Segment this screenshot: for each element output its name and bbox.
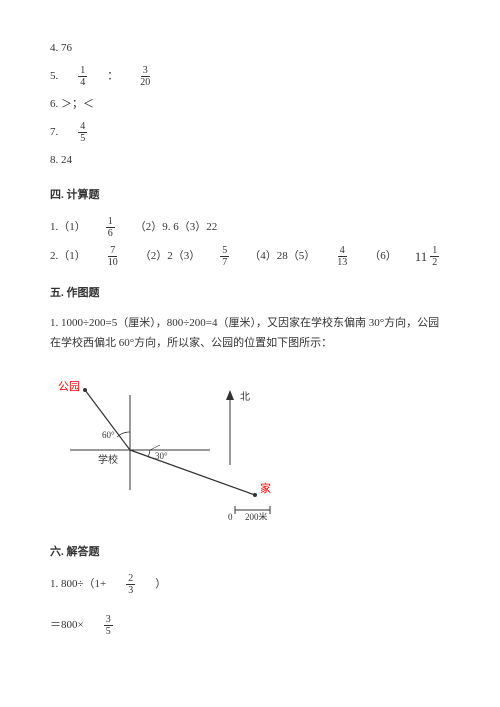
text: 4. 76 <box>50 38 72 59</box>
s5-text: 1. 1000÷200=5（厘米），800÷200=4（厘米），又因家在学校东偏… <box>50 314 450 354</box>
scale-zero: 0 <box>228 512 233 520</box>
fraction-2-3: 23 <box>126 573 135 596</box>
text: ＝800× <box>50 615 84 636</box>
section-4-title: 四. 计算题 <box>50 185 450 206</box>
item-4: 4. 76 <box>50 38 450 59</box>
text: 5. <box>50 66 58 87</box>
item-7: 7. 45 <box>50 121 450 144</box>
park-label: 公园 <box>58 380 80 393</box>
fraction-1-6: 16 <box>106 216 115 239</box>
text: ） <box>155 574 166 595</box>
text: 2.（1） <box>50 246 86 267</box>
text: （6） <box>369 246 397 267</box>
fraction-5-7: 57 <box>220 245 229 268</box>
s4-row-2: 2.（1） 710 （2）2（3） 57 （4）28（5） 413 （6） 11… <box>50 245 450 270</box>
text: 1.（1） <box>50 217 86 238</box>
colon: ： <box>107 66 118 87</box>
diagram-svg: 北 公园 60° 家 30° 学校 0 200米 <box>50 370 310 520</box>
angle-60: 60° <box>102 430 115 440</box>
fraction-4-5: 45 <box>78 121 87 144</box>
text: （4）28（5） <box>249 246 315 267</box>
heading-text: 六. 解答题 <box>50 546 100 558</box>
text: 7. <box>50 122 58 143</box>
heading-text: 五. 作图题 <box>50 287 100 299</box>
text: 6. ＞；＜ <box>50 94 94 115</box>
paragraph: 1. 1000÷200=5（厘米），800÷200=4（厘米），又因家在学校东偏… <box>50 314 450 354</box>
s4-row-1: 1.（1） 16 （2）9. 6（3）22 <box>50 216 450 239</box>
fraction-3-20: 320 <box>138 65 152 88</box>
section-6-title: 六. 解答题 <box>50 542 450 563</box>
fraction-3-5: 35 <box>104 614 113 637</box>
fraction-7-10: 710 <box>106 245 120 268</box>
home-label: 家 <box>260 481 271 495</box>
item-5: 5. 14 ： 320 <box>50 65 450 88</box>
text: （2）9. 6（3）22 <box>135 217 218 238</box>
fraction-1-4: 14 <box>78 65 87 88</box>
mixed-11-1-2: 11 12 <box>415 245 442 270</box>
scale-label: 200米 <box>245 511 268 520</box>
north-label: 北 <box>240 391 250 403</box>
heading-text: 四. 计算题 <box>50 189 100 201</box>
text: （2）2（3） <box>140 246 201 267</box>
text: 8. 24 <box>50 150 72 171</box>
angle-30: 30° <box>155 451 168 461</box>
s6-row-1: 1. 800÷（1+ 23 ） <box>50 573 450 596</box>
item-8: 8. 24 <box>50 150 450 171</box>
section-5-title: 五. 作图题 <box>50 283 450 304</box>
direction-diagram: 北 公园 60° 家 30° 学校 0 200米 <box>50 370 450 528</box>
item-6: 6. ＞；＜ <box>50 94 450 115</box>
school-label: 学校 <box>98 453 118 466</box>
s6-row-2: ＝800× 35 <box>50 614 450 637</box>
text: 1. 800÷（1+ <box>50 574 106 595</box>
fraction-4-13: 413 <box>335 245 349 268</box>
